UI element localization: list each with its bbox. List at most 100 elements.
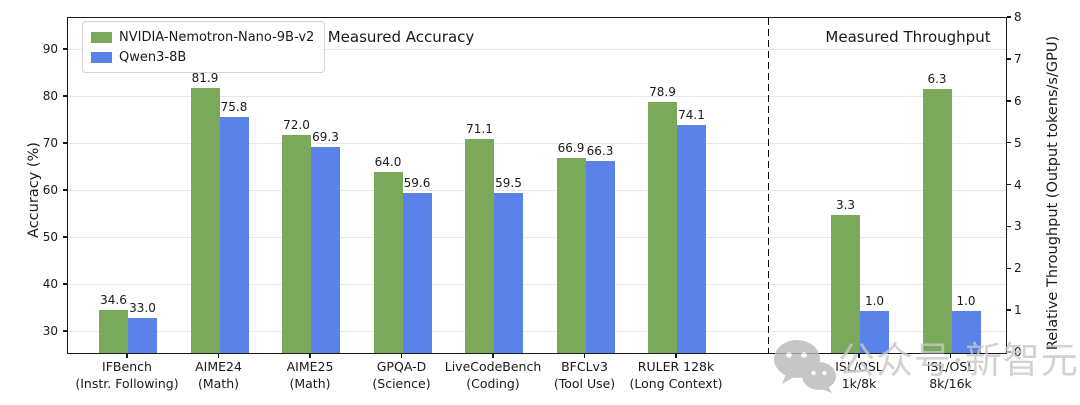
left-axis-tick-mark [62,283,67,285]
bar-value-label: 71.1 [466,121,493,136]
bar-qwen [677,124,706,353]
right-axis-tick-label: 6 [1014,93,1022,108]
bar-value-label: 78.9 [649,85,676,100]
x-axis-tick-mark [583,353,586,359]
legend-entry-qwen: Qwen3-8B [91,47,314,67]
left-axis-tick-label: 70 [42,135,58,150]
left-axis-tick-mark [62,142,67,144]
left-axis-tick-label: 40 [42,276,58,291]
left-axis-tick-mark [62,236,67,238]
left-axis-tick-label: 30 [42,323,58,338]
left-axis-tick-mark [62,189,67,191]
bar-nemotron [831,214,860,353]
x-label-line2: (Math) [289,376,331,391]
bar-nemotron [282,134,311,353]
accuracy-section-title: Measured Accuracy [327,28,475,46]
legend-entry-nemotron: NVIDIA-Nemotron-Nano-9B-v2 [91,27,314,47]
x-label-line1: ISL/OSL [926,359,975,374]
bar-nemotron [922,89,952,353]
x-axis-tick-mark [217,353,220,359]
bar-value-label: 33.0 [129,300,156,315]
left-axis-tick-label: 90 [42,41,58,56]
x-axis-tick-label: RULER 128k (Long Context) [630,358,723,392]
bar-qwen [951,311,981,353]
x-label-line2: (Math) [197,376,240,391]
x-label-line1: ISL/OSL [835,359,883,374]
x-label-line2: (Tool Use) [553,376,616,391]
bar-qwen [128,317,157,353]
right-axis-tick-label: 1 [1014,303,1022,318]
bar-value-label: 34.6 [100,293,127,308]
gridline [68,237,1006,239]
plot-area: NVIDIA-Nemotron-Nano-9B-v2 Qwen3-8B Meas… [67,17,1007,354]
legend-label: Qwen3-8B [119,49,187,65]
x-axis-tick-mark [309,353,311,359]
right-axis-tick-mark [1006,309,1012,311]
right-axis-tick-label: 8 [1014,10,1022,24]
gridline [68,143,1006,145]
bar-value-label: 66.3 [586,144,614,159]
x-axis-tick-label: AIME24 (Math) [195,358,242,392]
x-label-line2: (Coding) [466,376,520,391]
right-axis-tick-label: 0 [1014,345,1022,359]
x-label-line1: IFBench [102,359,152,374]
x-axis-tick-label: GPQA-D (Science) [372,358,430,392]
x-axis-tick-mark [126,353,128,359]
bar-value-label: 1.0 [956,294,976,309]
legend: NVIDIA-Nemotron-Nano-9B-v2 Qwen3-8B [82,21,326,73]
bar-qwen [311,147,340,353]
bar-value-label: 3.3 [835,197,856,212]
x-axis-tick-mark [949,353,952,359]
legend-label: NVIDIA-Nemotron-Nano-9B-v2 [119,29,315,45]
bar-qwen [402,192,432,353]
x-label-line1: GPQA-D [376,359,427,374]
x-label-line2: 8k/16k [929,376,972,391]
bar-qwen [585,161,615,353]
x-axis-tick-mark [400,353,403,359]
section-separator-dashed-line [767,18,770,353]
bar-value-label: 6.3 [927,72,947,87]
right-axis-tick-mark [1006,225,1012,228]
right-axis-tick-label: 4 [1014,177,1022,192]
bar-qwen [219,116,249,353]
x-axis-tick-label: ISL/OSL 8k/16k [927,358,975,392]
left-axis-tick-label: 60 [42,182,58,197]
x-label-line1: BFCLv3 [561,359,608,374]
gridline [68,284,1006,286]
x-label-line1: LiveCodeBench [444,359,542,374]
bar-value-label: 59.6 [403,175,431,190]
x-label-line1: AIME24 [195,359,242,374]
x-label-line2: (Instr. Following) [75,376,179,391]
bar-nemotron [648,102,677,353]
x-label-line1: AIME25 [286,359,334,374]
left-axis-tick-mark [62,48,67,50]
right-axis-tick-label: 3 [1014,219,1022,234]
right-axis-tick-label: 5 [1014,135,1022,150]
bar-value-label: 72.0 [283,117,310,132]
throughput-section-title: Measured Throughput [825,28,991,46]
legend-swatch-green [91,31,112,43]
bar-nemotron [556,158,586,353]
legend-swatch-blue [91,51,112,63]
bar-value-label: 69.3 [312,130,339,145]
bar-nemotron [190,88,220,353]
bar-value-label: 64.0 [374,155,402,170]
right-axis-label: Relative Throughput (Output tokens/s/GPU… [1045,35,1061,351]
bar-qwen [494,193,523,353]
bar-value-label: 1.0 [864,294,885,309]
bar-value-label: 74.1 [678,107,705,122]
x-label-line1: RULER 128k [637,359,715,374]
x-label-line2: (Long Context) [629,376,723,391]
x-label-line2: (Science) [372,376,431,391]
right-axis-tick-mark [1006,351,1012,353]
bar-value-label: 75.8 [220,99,248,114]
right-axis-tick-mark [1006,58,1012,60]
x-axis-tick-label: AIME25 (Math) [287,358,334,392]
right-axis-tick-mark [1006,267,1012,269]
right-axis-tick-mark [1006,16,1012,18]
bar-value-label: 81.9 [191,71,219,86]
x-axis-tick-label: LiveCodeBench (Coding) [445,358,542,392]
x-axis-tick-label: ISL/OSL 1k/8k [835,358,883,392]
left-axis-tick-label: 80 [42,88,58,103]
